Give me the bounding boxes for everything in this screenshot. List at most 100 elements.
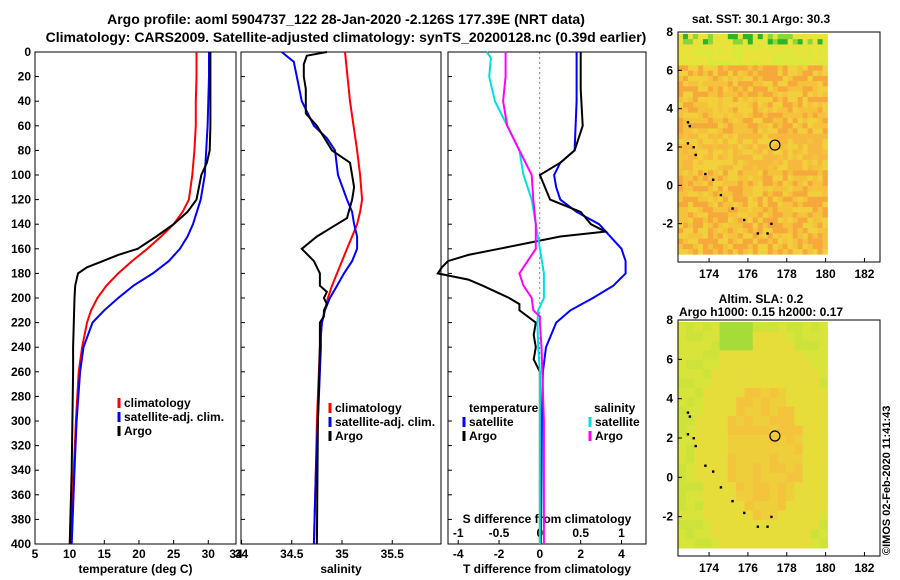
map-cell	[732, 159, 739, 166]
map-cell	[732, 243, 739, 250]
map-cell	[744, 519, 754, 530]
map-cell	[810, 321, 820, 332]
map-cell	[678, 91, 684, 98]
map-cell	[772, 186, 779, 192]
map-cell	[786, 321, 795, 332]
map-cell	[777, 191, 783, 197]
map-cell	[794, 350, 803, 360]
map-cell	[807, 222, 813, 229]
salinity-frame	[240, 51, 442, 545]
map-cell	[678, 359, 687, 370]
map-cell	[787, 75, 793, 82]
map-cell	[767, 191, 774, 197]
coastline-dot	[743, 218, 746, 222]
map-cell	[777, 378, 787, 389]
map-cell	[707, 33, 714, 40]
map-cell	[782, 170, 788, 176]
map-cell	[797, 75, 803, 82]
map-cell	[727, 149, 734, 155]
map-cell	[727, 191, 734, 197]
latitude-tick-label: 6	[666, 352, 673, 366]
map-cell	[717, 243, 724, 250]
map-cell	[747, 228, 754, 234]
map-cell	[742, 144, 749, 150]
map-cell	[727, 180, 734, 187]
map-cell	[686, 406, 695, 417]
coastline-dot	[711, 178, 715, 181]
map-cell	[772, 222, 779, 229]
depth-tick-label: 60	[18, 119, 32, 133]
map-cell	[782, 65, 788, 71]
map-cell	[692, 133, 699, 140]
map-cell	[747, 107, 754, 113]
map-cell	[702, 359, 712, 370]
map-cell	[792, 49, 798, 56]
map-cell	[782, 70, 788, 77]
map-cell	[812, 196, 818, 203]
map-cell	[762, 128, 769, 134]
map-cell	[782, 86, 788, 92]
sal-diff-tick-label: 1	[618, 526, 625, 540]
map-cell	[747, 222, 754, 229]
map-cell	[694, 359, 704, 370]
depth-tick-label: 180	[11, 266, 31, 280]
map-cell	[722, 96, 729, 103]
map-cell	[782, 144, 788, 150]
map-cell	[752, 70, 759, 77]
map-cell	[732, 49, 739, 56]
map-cell	[712, 222, 719, 229]
map-cell	[812, 33, 818, 40]
map-cell	[719, 435, 729, 445]
map-cell	[717, 207, 724, 213]
map-cell	[817, 233, 823, 239]
map-cell	[817, 54, 823, 61]
map-cell	[757, 180, 764, 187]
map-cell	[757, 228, 764, 234]
map-cell	[807, 175, 813, 182]
map-cell	[769, 359, 779, 370]
salinity-line-black	[300, 51, 356, 545]
map-cell	[744, 444, 754, 455]
footer-stamp: ©IMOS 02-Feb-2020 11:41:43	[881, 406, 893, 555]
map-cell	[732, 33, 739, 40]
map-cell	[777, 201, 783, 208]
map-cell	[772, 60, 779, 66]
map-cell	[678, 123, 684, 129]
map-cell	[732, 112, 739, 119]
map-cell	[782, 249, 788, 255]
map-cell	[702, 96, 709, 103]
map-cell	[812, 233, 818, 239]
map-cell	[792, 186, 798, 192]
map-cell	[692, 112, 699, 119]
map-cell	[717, 123, 724, 129]
temperature-frame	[34, 51, 237, 545]
map-cell	[757, 102, 764, 108]
map-cell	[722, 196, 729, 203]
map-cell	[702, 238, 709, 245]
map-cell	[810, 435, 820, 445]
map-cell	[777, 350, 787, 360]
map-cell	[782, 180, 788, 187]
map-cell	[686, 491, 695, 502]
map-cell	[772, 86, 779, 92]
map-cell	[707, 117, 714, 124]
map-cell	[732, 207, 739, 213]
map-cell	[819, 369, 828, 379]
map-cell	[787, 117, 793, 124]
map-cell	[719, 519, 729, 530]
map-cell	[702, 435, 712, 445]
map-cell	[752, 117, 759, 124]
map-cell	[682, 117, 689, 124]
map-cell	[678, 519, 687, 530]
map-cell	[687, 117, 694, 124]
map-cell	[727, 501, 737, 511]
map-cell	[807, 243, 813, 250]
map-cell	[802, 96, 808, 103]
map-cell	[711, 321, 720, 332]
map-cell	[794, 519, 803, 530]
map-cell	[702, 378, 712, 389]
map-cell	[744, 406, 754, 417]
map-cell	[727, 175, 734, 182]
map-cell	[678, 112, 684, 119]
map-cell	[817, 123, 823, 129]
